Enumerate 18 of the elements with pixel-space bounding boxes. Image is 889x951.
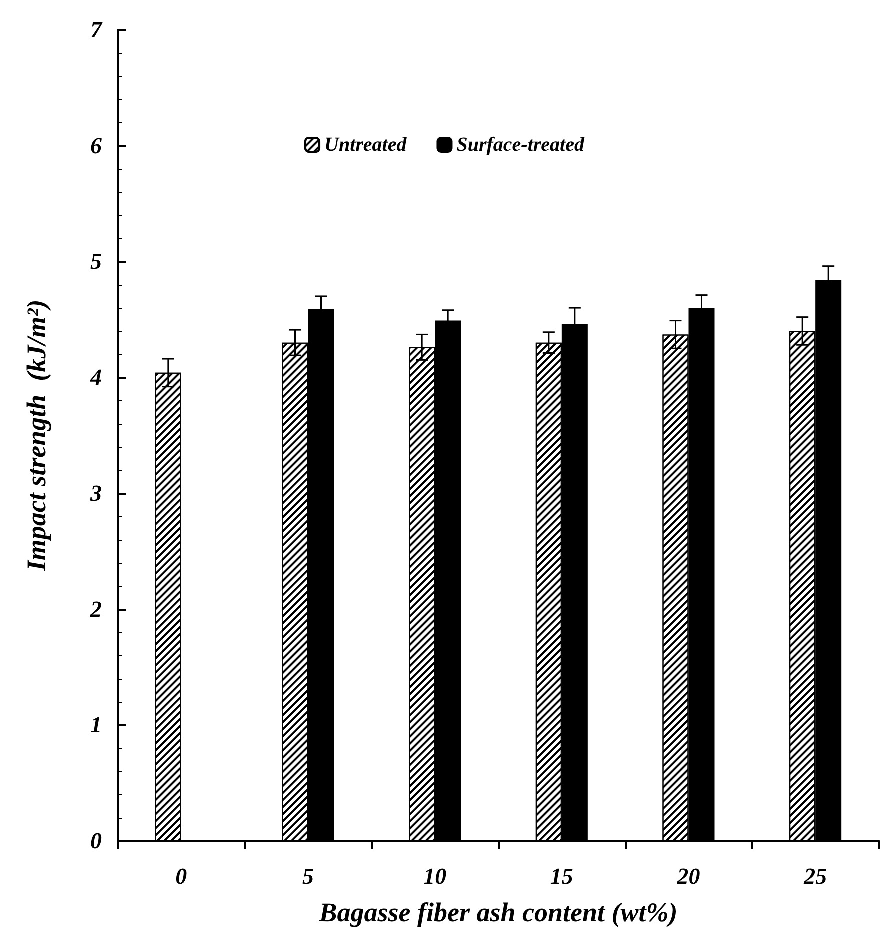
x-tick-label: 0 <box>176 864 188 889</box>
y-tick-label: 3 <box>90 480 102 506</box>
y-tick-label: 6 <box>90 133 102 158</box>
y-axis-title: Impact strength (kJ/m²) <box>22 300 52 572</box>
x-tick-label: 15 <box>550 864 574 889</box>
x-tick-label: 20 <box>676 864 701 889</box>
x-tick-label: 5 <box>302 864 314 889</box>
x-axis-title: Bagasse fiber ash content (wt%) <box>318 898 678 928</box>
y-tick-label: 0 <box>90 828 102 854</box>
y-tick-label: 1 <box>90 712 102 738</box>
y-tick-label: 2 <box>90 596 102 622</box>
legend-label: Untreated <box>324 134 408 156</box>
y-tick-label: 5 <box>90 249 102 274</box>
x-tick-label: 10 <box>424 864 448 889</box>
y-tick-label: 4 <box>90 365 102 390</box>
legend-label: Surface-treated <box>456 134 586 156</box>
y-tick-label: 7 <box>90 18 104 42</box>
x-tick-label: 25 <box>803 864 828 889</box>
